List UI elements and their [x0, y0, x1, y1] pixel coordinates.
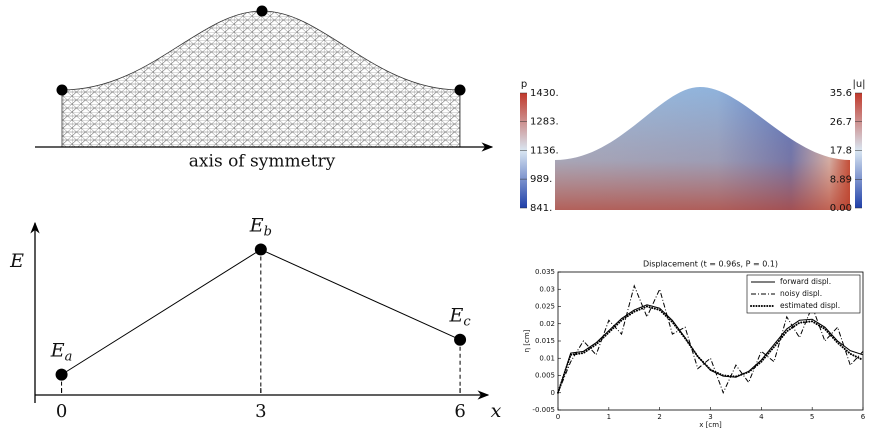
x-tick-label: 3: [708, 413, 712, 421]
x-axis-label: x [cm]: [699, 421, 722, 429]
y-tick-label: 0.015: [535, 337, 555, 345]
y-axis-label: η [cm]: [523, 329, 531, 352]
y-tick-label: 0.03: [539, 285, 555, 293]
x-tick-label: 5: [810, 413, 814, 421]
tick-label: 1430.: [530, 88, 559, 99]
x-tick-label: 0: [56, 401, 67, 422]
field-panel: [555, 87, 850, 210]
label-sub: c: [463, 314, 471, 329]
tick-label: 26.7: [830, 117, 852, 128]
line-solid: [557, 304, 864, 393]
y-tick-label: 0.005: [535, 372, 555, 380]
x-tick-label: 4: [759, 413, 764, 421]
x-tick-label: 6: [861, 413, 866, 421]
node: [256, 5, 268, 17]
legend-label: noisy displ.: [780, 289, 822, 298]
mesh-panel: axis of symmetry: [35, 5, 494, 172]
x-axis-label: x: [491, 400, 502, 422]
x-tick-label: 0: [556, 413, 560, 421]
label-base: E: [50, 340, 65, 362]
line-dotted: [557, 305, 864, 394]
label-base: E: [249, 215, 264, 237]
legend-label: estimated displ.: [780, 301, 840, 310]
tick-label: 17.8: [830, 146, 852, 157]
colorbar-title: |u|: [852, 79, 865, 90]
node: [56, 84, 68, 96]
chart-title: Displacement (t = 0.96s, P = 0.1): [643, 260, 778, 269]
node: [454, 84, 466, 96]
y-tick-label: -0.005: [532, 406, 555, 414]
label-sub: a: [65, 349, 73, 364]
mesh-domain: [61, 10, 461, 148]
x-tick-label: 3: [255, 401, 266, 422]
tick-label: 8.89: [830, 174, 852, 185]
axis-label: axis of symmetry: [189, 152, 336, 172]
y-tick-label: 0.01: [539, 354, 555, 362]
tick-label: 989.: [530, 174, 552, 185]
energy-point: [254, 243, 267, 256]
energy-point: [55, 368, 68, 381]
colorbar-title: p: [521, 79, 527, 90]
legend-label: forward displ.: [780, 277, 831, 286]
tick-label: 1136.: [530, 145, 559, 156]
velocity-overlay: [555, 87, 850, 210]
point-label: Ec: [448, 305, 471, 330]
y-axis-label: E: [9, 250, 24, 272]
y-tick-label: 0.025: [535, 303, 555, 311]
point-label: Eb: [249, 215, 272, 240]
x-tick-label: 1: [607, 413, 611, 421]
line-dashdot: [557, 284, 864, 395]
energy-point: [454, 333, 467, 346]
tick-label: 1283.: [530, 117, 559, 128]
y-tick-label: 0.02: [539, 320, 555, 328]
point-label: Ea: [50, 340, 73, 365]
tick-label: 841.: [530, 203, 552, 214]
label-base: E: [448, 305, 463, 327]
x-tick-label: 6: [454, 401, 465, 422]
label-sub: b: [264, 224, 272, 239]
tick-label: 35.6: [830, 88, 852, 99]
y-tick-label: 0: [551, 389, 555, 397]
x-tick-label: 2: [657, 413, 661, 421]
y-tick-label: 0.035: [535, 268, 555, 276]
tick-label: 0.00: [830, 203, 852, 214]
